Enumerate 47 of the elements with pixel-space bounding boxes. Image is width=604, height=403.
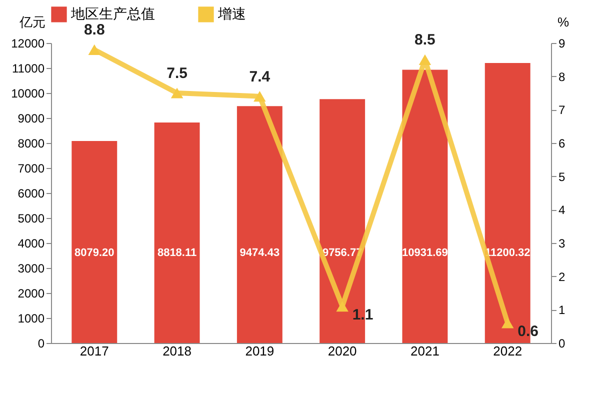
y2-tick-label: 2 (558, 270, 566, 284)
y2-axis-title: % (558, 14, 570, 30)
y-tick-label: 6000 (18, 186, 45, 200)
data-label: 10931.69 (402, 247, 448, 259)
point (170, 88, 184, 98)
y2-tick-label: 8 (558, 70, 566, 84)
y2-tick-label: 0 (558, 336, 566, 350)
y2-tick-label: 5 (558, 170, 566, 184)
y2-tick-label: 1 (558, 303, 566, 318)
point (336, 301, 348, 312)
y-tick-label: 5000 (18, 212, 45, 226)
x-tick-label: 2017 (80, 344, 109, 358)
point (88, 44, 101, 55)
data-label: 8.8 (84, 22, 105, 39)
x-tick-label: 2021 (410, 344, 440, 358)
data-label: 7.4 (249, 68, 271, 86)
x-tick-label: 2019 (245, 344, 274, 358)
y-tick-label: 11000 (12, 62, 45, 76)
y-tick-label: 9000 (18, 112, 45, 126)
y-tick-label: 3000 (18, 262, 45, 276)
point (501, 318, 514, 328)
data-label: 8818.11 (157, 247, 197, 259)
y-tick-label: 8000 (18, 136, 45, 150)
y-axis-title: 亿元 (18, 14, 46, 30)
legend-label: 地区生产总值 (70, 5, 155, 22)
y-tick-label: 2000 (18, 286, 45, 300)
point (418, 54, 432, 65)
y-tick-label: 1000 (18, 312, 45, 326)
point (254, 91, 266, 102)
y2-tick-label: 9 (558, 36, 566, 50)
data-label: 8.5 (414, 32, 436, 49)
x-tick-label: 2022 (493, 344, 522, 358)
y2-tick-label: 6 (558, 136, 566, 150)
y2-tick-label: 3 (558, 236, 566, 250)
y-tick-label: 0 (38, 336, 45, 350)
x-tick-label: 2020 (328, 344, 357, 358)
data-label: 9474.43 (240, 247, 280, 259)
data-label: 7.5 (166, 65, 188, 82)
y2-tick-label: 4 (558, 203, 566, 218)
legend-label: 增速 (217, 5, 246, 22)
x-tick-label: 2018 (162, 344, 192, 358)
data-label: 8079.20 (74, 247, 114, 259)
y2-tick-label: 7 (558, 103, 566, 118)
y-tick-label: 10000 (11, 86, 45, 100)
y-tick-label: 4000 (18, 236, 45, 250)
y-tick-label: 12000 (11, 36, 45, 50)
y-tick-label: 7000 (18, 162, 45, 176)
